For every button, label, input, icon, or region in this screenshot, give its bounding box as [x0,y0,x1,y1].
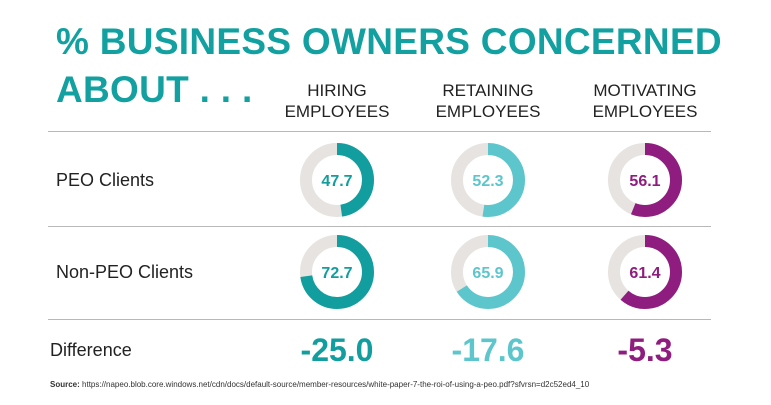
donut-non-peo-hiring: 72.7 [297,232,377,312]
donut-svg: 52.3 [451,143,525,217]
divider-bottom [48,319,711,320]
column-header-line2: EMPLOYEES [284,102,390,121]
column-header-retaining: RETAINING EMPLOYEES [413,80,563,122]
donut-value-label: 52.3 [472,173,503,190]
difference-value-retaining: -17.6 [451,332,525,368]
donut-value-arc [608,235,682,309]
column-header-motivating: MOTIVATING EMPLOYEES [570,80,720,122]
donut-peo-hiring: 47.7 [297,140,377,220]
donut-value-arc [300,235,374,309]
difference-label: Difference [50,340,132,360]
donut-value-arc [300,143,374,217]
donut-value-label: 65.9 [472,265,503,282]
donut-peo-motivating: 56.1 [605,140,685,220]
column-header-line2: EMPLOYEES [592,102,698,121]
donut-value-label: 61.4 [629,265,660,282]
row-label-non-peo: Non-PEO Clients [56,262,194,282]
column-header-line1: HIRING [307,81,367,100]
donut-svg: 61.4 [608,235,682,309]
donut-value-arc [451,235,525,309]
donut-svg: 72.7 [300,235,374,309]
column-header-line1: RETAINING [442,81,534,100]
donut-peo-retaining: 52.3 [448,140,528,220]
column-header-hiring: HIRING EMPLOYEES [262,80,412,122]
donut-non-peo-motivating: 61.4 [605,232,685,312]
donut-svg: 47.7 [300,143,374,217]
donut-value-label: 72.7 [321,265,352,282]
donut-value-arc [608,143,682,217]
divider-middle [48,226,711,227]
column-header-line1: MOTIVATING [593,81,697,100]
donut-value-arc [451,143,525,217]
source-label: Source: [50,380,80,389]
column-header-line2: EMPLOYEES [435,102,541,121]
donut-value-label: 47.7 [321,173,352,190]
source-url: https://napeo.blob.core.windows.net/cdn/… [79,380,590,389]
difference-value-motivating: -5.3 [617,332,673,368]
donut-svg: 65.9 [451,235,525,309]
donut-svg: 56.1 [608,143,682,217]
donut-value-label: 56.1 [629,173,660,190]
chart-title: % BUSINESS OWNERS CONCERNED ABOUT . . . [56,21,722,110]
row-label-peo: PEO Clients [56,170,155,190]
divider-top [48,131,711,132]
donut-non-peo-retaining: 65.9 [448,232,528,312]
difference-value-hiring: -25.0 [300,332,374,368]
source-note: Source: https://napeo.blob.core.windows.… [50,380,589,389]
